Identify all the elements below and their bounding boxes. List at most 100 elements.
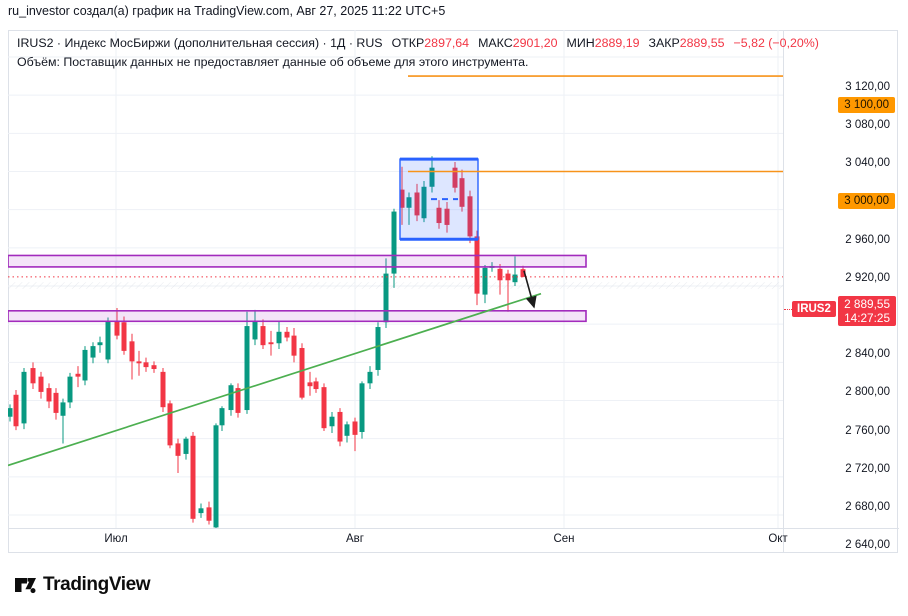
supply-zone[interactable]: [8, 310, 587, 323]
candle[interactable]: [21, 371, 27, 424]
candle[interactable]: [329, 416, 335, 427]
candle[interactable]: [307, 382, 313, 387]
candle[interactable]: [344, 424, 350, 436]
candle[interactable]: [421, 186, 427, 219]
candle[interactable]: [60, 402, 66, 416]
candle[interactable]: [97, 342, 103, 346]
candle[interactable]: [367, 371, 373, 384]
candle[interactable]: [30, 368, 36, 384]
candle[interactable]: [151, 365, 157, 370]
candle[interactable]: [482, 267, 488, 295]
down-arrow[interactable]: [523, 270, 537, 309]
candle[interactable]: [429, 167, 435, 187]
candle[interactable]: [459, 178, 465, 207]
candle[interactable]: [284, 331, 290, 338]
candle[interactable]: [313, 381, 319, 390]
alert-price-badge[interactable]: 3 100,00: [838, 97, 895, 114]
candle[interactable]: [252, 321, 258, 340]
candle[interactable]: [206, 507, 212, 521]
candle[interactable]: [276, 331, 282, 344]
candle[interactable]: [143, 362, 149, 368]
candlestick-plot[interactable]: [8, 30, 783, 528]
price-tick: 3 040,00: [845, 157, 890, 170]
candle[interactable]: [105, 321, 111, 360]
price-tick: 2 800,00: [845, 386, 890, 399]
last-price-value: 2 889,55: [844, 297, 890, 311]
ohlc-high: МАКС2901,20: [478, 36, 558, 50]
candle[interactable]: [167, 403, 173, 446]
consolidation-box[interactable]: [399, 158, 479, 240]
price-line-leader: [784, 309, 792, 310]
candle[interactable]: [121, 322, 127, 351]
candle[interactable]: [235, 388, 241, 413]
candle[interactable]: [183, 438, 189, 454]
candle[interactable]: [8, 408, 13, 417]
attribution-text: ru_investor создал(а) график на TradingV…: [8, 4, 446, 18]
time-axis[interactable]: Июл Авг Сен Окт: [8, 528, 787, 553]
supply-zone[interactable]: [8, 254, 587, 268]
candle[interactable]: [452, 167, 458, 188]
candle[interactable]: [399, 189, 405, 208]
candle[interactable]: [160, 371, 166, 408]
time-tick: Сен: [553, 533, 575, 545]
candle[interactable]: [129, 341, 135, 362]
candle[interactable]: [321, 387, 327, 429]
candle[interactable]: [359, 383, 365, 432]
candle[interactable]: [436, 207, 442, 224]
candle[interactable]: [352, 421, 358, 435]
candle[interactable]: [268, 342, 274, 345]
candle[interactable]: [175, 443, 181, 456]
candle[interactable]: [46, 388, 52, 402]
candle[interactable]: [190, 435, 196, 519]
candle[interactable]: [213, 425, 219, 528]
candle[interactable]: [260, 326, 266, 346]
candle[interactable]: [383, 273, 389, 323]
candle[interactable]: [114, 321, 120, 336]
candle[interactable]: [90, 346, 96, 358]
candle[interactable]: [406, 197, 412, 208]
time-axis-separator: [8, 528, 899, 529]
candle[interactable]: [13, 394, 19, 427]
price-tick: 2 760,00: [845, 424, 890, 437]
tradingview-logo-text: TradingView: [43, 574, 151, 595]
candle[interactable]: [219, 408, 225, 426]
alert-price-badge[interactable]: 3 000,00: [838, 192, 895, 209]
price-tick: 2 960,00: [845, 233, 890, 246]
candle[interactable]: [53, 392, 59, 413]
candle[interactable]: [497, 268, 503, 281]
candle[interactable]: [414, 192, 420, 216]
candle[interactable]: [299, 348, 305, 398]
price-axis[interactable]: IRUS2 2 889,55 14:27:25 3 120,00 3 080,00…: [784, 30, 899, 551]
candle[interactable]: [136, 361, 142, 364]
price-tick: 3 120,00: [845, 81, 890, 93]
candle[interactable]: [67, 376, 73, 403]
price-tick: 2 640,00: [845, 539, 890, 551]
candle[interactable]: [38, 376, 44, 392]
time-tick: Июл: [104, 533, 128, 545]
candle[interactable]: [244, 326, 250, 411]
candle[interactable]: [520, 269, 526, 277]
candle[interactable]: [467, 196, 473, 237]
candle[interactable]: [198, 508, 204, 514]
candle[interactable]: [444, 208, 450, 225]
candle[interactable]: [512, 274, 518, 283]
tradingview-logo[interactable]: TradingView: [13, 573, 151, 597]
price-tick: 3 080,00: [845, 119, 890, 132]
candle[interactable]: [75, 373, 81, 377]
candle[interactable]: [474, 236, 480, 294]
candle[interactable]: [391, 211, 397, 274]
legend: IRUS2 · Индекс МосБиржи (дополнительная …: [17, 34, 819, 72]
price-change: −5,82 (−0,20%): [733, 36, 819, 50]
symbol-title[interactable]: IRUS2 · Индекс МосБиржи (дополнительная …: [17, 36, 383, 50]
ohlc-open: ОТКР2897,64: [391, 36, 470, 50]
candle[interactable]: [291, 335, 297, 356]
price-tick: 2 920,00: [845, 271, 890, 284]
candle[interactable]: [375, 327, 381, 370]
price-axis-separator: [783, 30, 784, 553]
trendline[interactable]: [8, 292, 542, 467]
tradingview-mark-icon: [15, 578, 36, 594]
candle[interactable]: [82, 349, 88, 381]
ohlc-low: МИН2889,19: [566, 36, 640, 50]
candle[interactable]: [228, 385, 234, 411]
candle[interactable]: [337, 411, 343, 442]
